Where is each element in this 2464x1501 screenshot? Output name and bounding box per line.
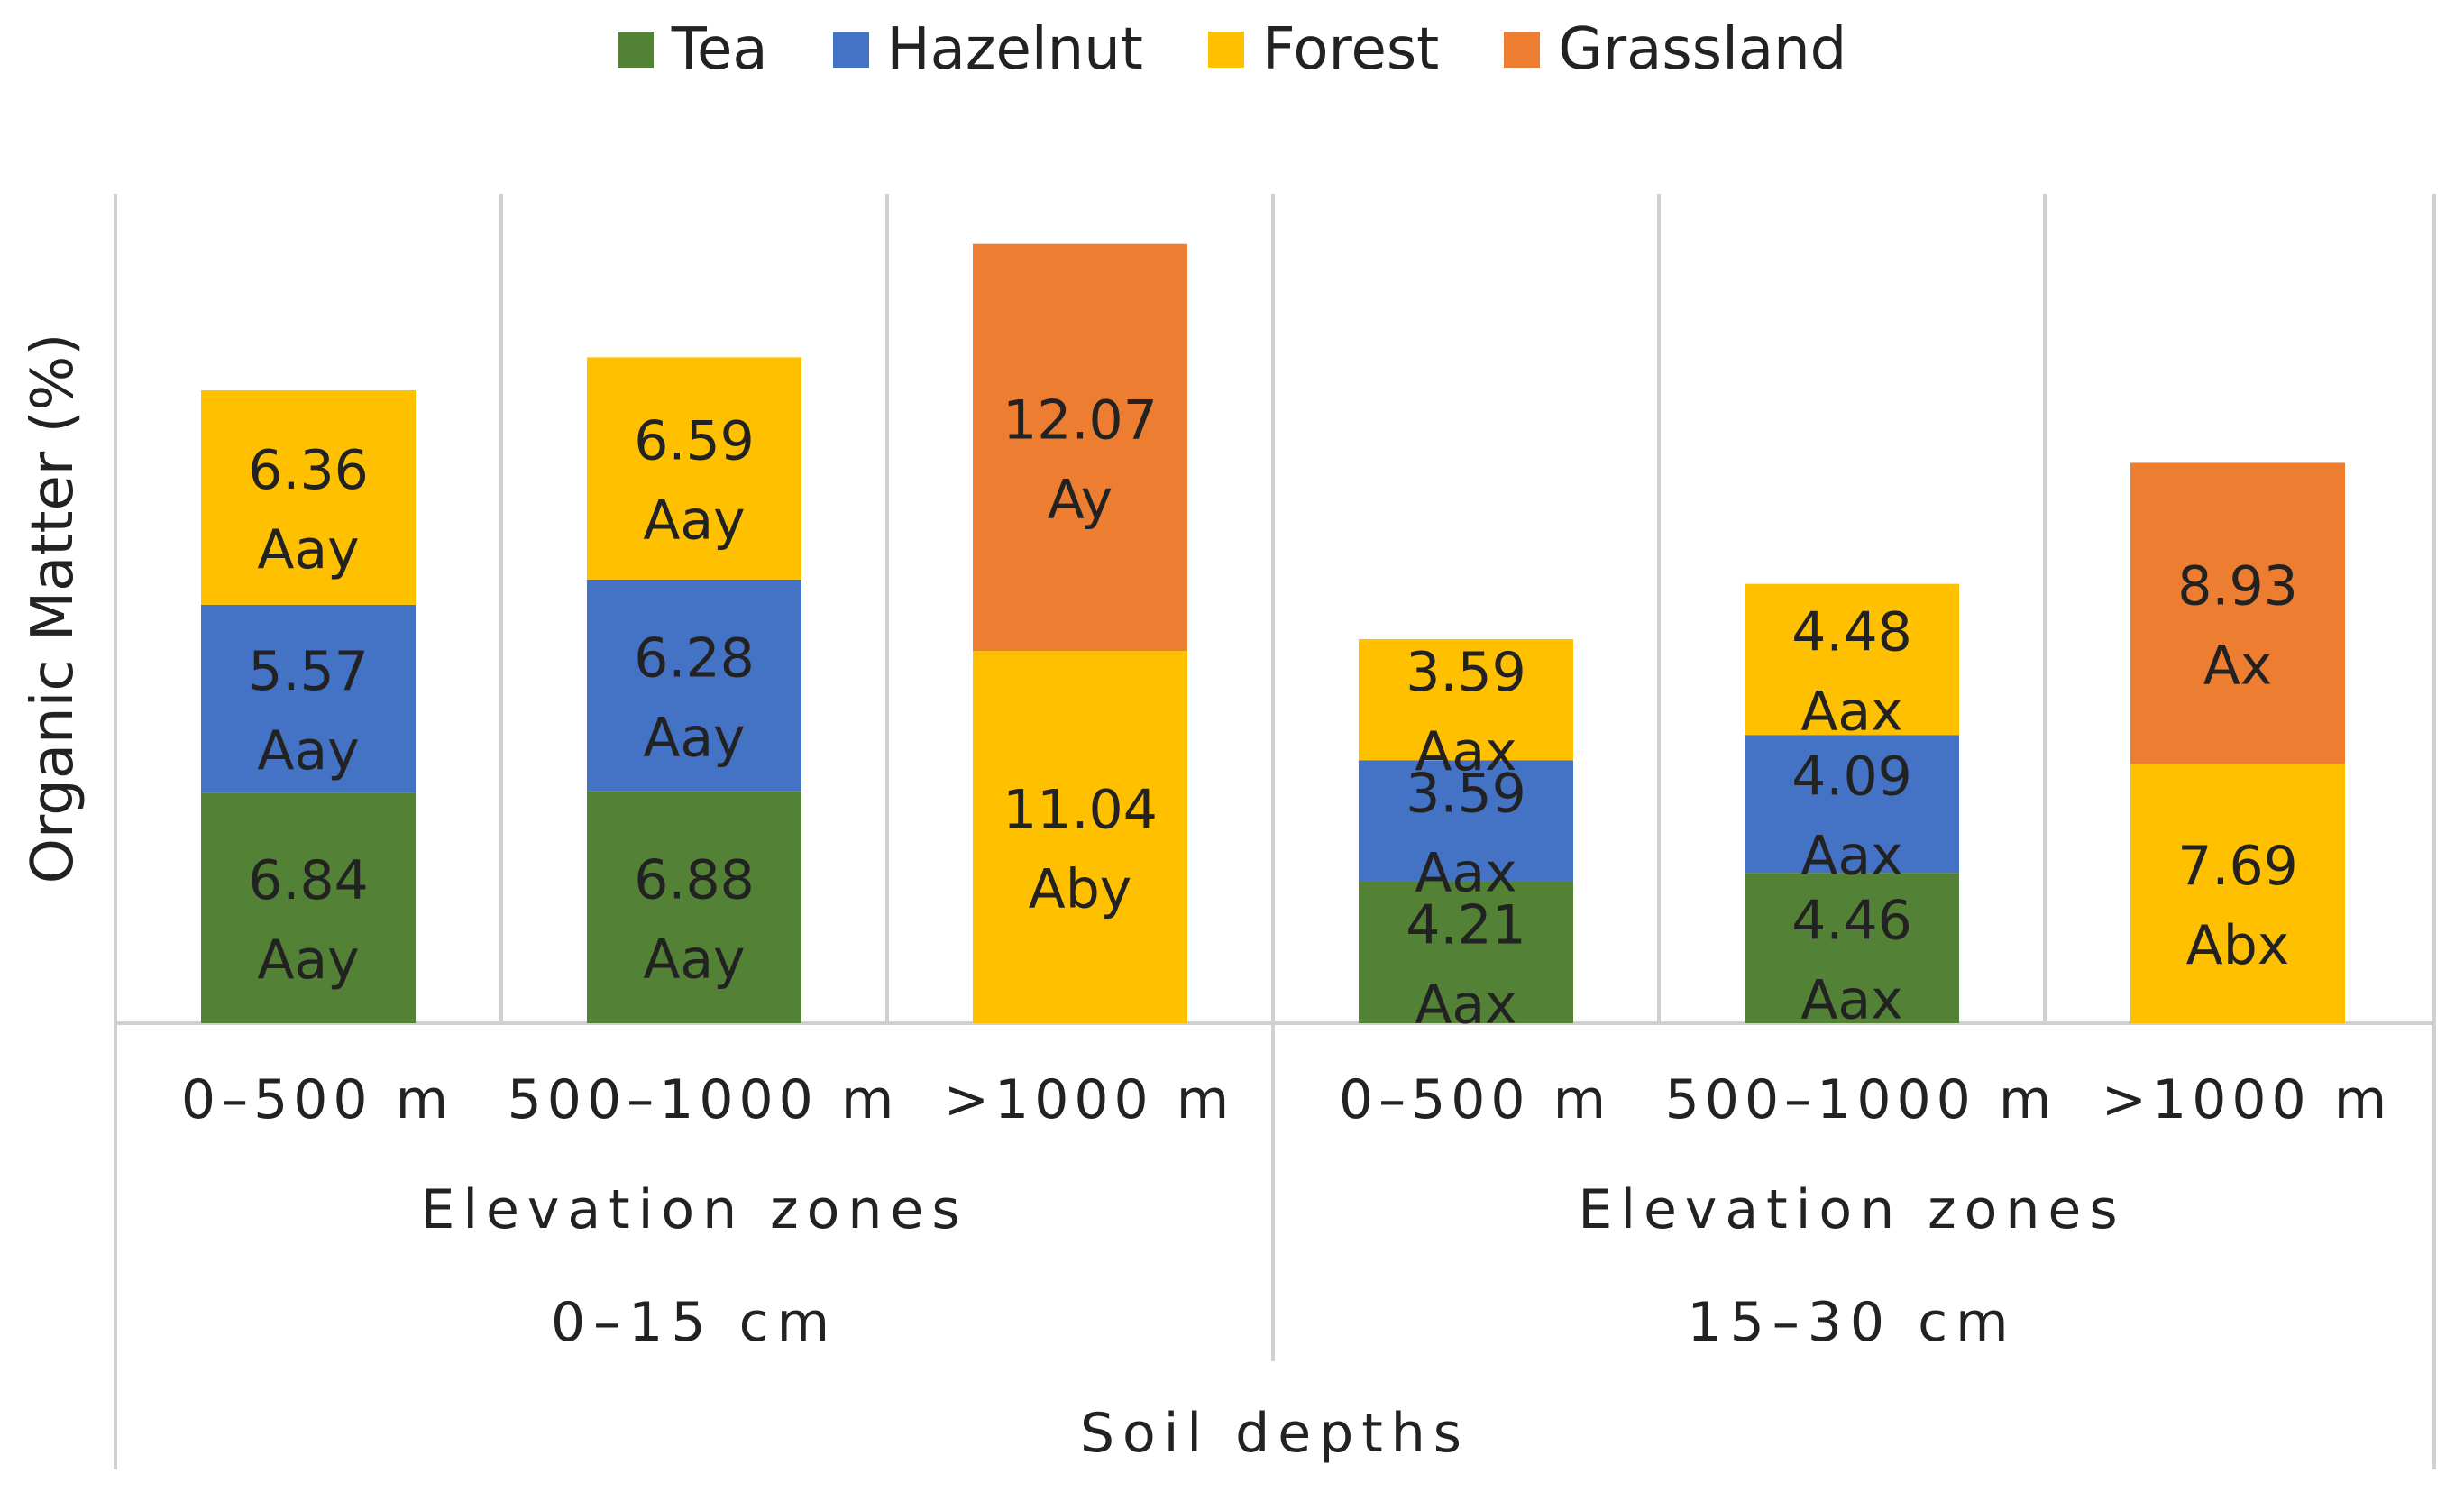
bar-tea <box>587 791 801 1023</box>
legend-item-tea: Tea <box>617 16 768 83</box>
legend-swatch-grassland <box>1504 32 1541 68</box>
data-label-value: 8.93 <box>2177 554 2298 618</box>
bar-hazelnut <box>1359 760 1573 882</box>
legend: Tea Hazelnut Forest Grassland <box>0 16 2464 83</box>
zone-label: Elevation zones <box>1578 1178 2125 1241</box>
bar-forest <box>201 390 416 605</box>
x-tick-label: >1000 m <box>944 1068 1235 1131</box>
data-label-value: 11.04 <box>1003 779 1158 842</box>
legend-swatch-tea <box>617 32 654 68</box>
data-label-value: 7.69 <box>2177 835 2298 898</box>
y-axis-label: Organic Matter (%) <box>20 334 87 884</box>
x-tick-label: 500–1000 m <box>508 1068 900 1131</box>
x-tick-label: >1000 m <box>2102 1068 2393 1131</box>
data-label-letters: Aax <box>1800 680 1902 743</box>
legend-item-grassland: Grassland <box>1504 16 1846 83</box>
depth-label: 0–15 cm <box>551 1291 838 1354</box>
bar-hazelnut <box>201 604 416 793</box>
legend-label-tea: Tea <box>671 16 768 83</box>
data-label-letters: Aax <box>1415 841 1516 904</box>
bar-tea <box>1745 873 1959 1023</box>
data-label-letters: Ay <box>1048 468 1113 531</box>
data-label-letters: Aay <box>643 706 745 769</box>
data-label-value: 5.57 <box>248 640 369 703</box>
bar-forest <box>973 651 1187 1023</box>
data-label-value: 6.84 <box>248 849 369 912</box>
bar-tea <box>1359 881 1573 1023</box>
data-label-letters: Aay <box>257 719 359 783</box>
data-label-letters: Aay <box>257 929 359 992</box>
bar-forest <box>587 357 801 580</box>
data-label-value: 6.88 <box>634 848 755 911</box>
data-label-value: 3.59 <box>1406 641 1526 704</box>
bar-hazelnut <box>587 579 801 792</box>
legend-item-hazelnut: Hazelnut <box>832 16 1143 83</box>
data-label-value: 4.21 <box>1406 893 1526 956</box>
zone-label: Elevation zones <box>420 1178 967 1241</box>
data-label-letters: Aax <box>1415 720 1516 783</box>
x-tick-label: 0–500 m <box>181 1068 453 1131</box>
data-label-value: 12.07 <box>1003 389 1158 452</box>
data-label-value: 4.46 <box>1791 890 1912 953</box>
x-tick-label: 500–1000 m <box>1665 1068 2057 1131</box>
data-label-letters: Aay <box>643 490 745 553</box>
data-label-value: 3.59 <box>1406 762 1526 825</box>
data-label-letters: Aax <box>1800 969 1902 1032</box>
data-label-value: 6.28 <box>634 627 755 690</box>
bar-hazelnut <box>1745 735 1959 874</box>
data-label-value: 4.48 <box>1791 600 1912 664</box>
legend-item-forest: Forest <box>1207 16 1440 83</box>
data-label-letters: Aay <box>643 928 745 991</box>
data-label-letters: Abx <box>2186 914 2290 977</box>
depth-label: 15–30 cm <box>1687 1291 2016 1354</box>
data-label-letters: Aby <box>1029 858 1132 921</box>
data-label-value: 6.59 <box>634 410 755 473</box>
data-label-letters: Ax <box>2203 634 2273 697</box>
legend-swatch-forest <box>1207 32 1244 68</box>
bar-grassland <box>2130 462 2345 764</box>
bar-grassland <box>973 243 1187 652</box>
data-label-value: 4.09 <box>1791 746 1912 809</box>
bar-forest <box>1359 639 1573 761</box>
data-label-letters: Aax <box>1800 825 1902 888</box>
legend-label-hazelnut: Hazelnut <box>886 16 1143 83</box>
data-label-letters: Aax <box>1415 973 1516 1036</box>
outer-axis-label: Soil depths <box>1080 1402 1470 1465</box>
bar-tea <box>201 792 416 1023</box>
legend-label-grassland: Grassland <box>1558 16 1847 83</box>
bar-forest <box>2130 764 2345 1023</box>
data-label-value: 6.36 <box>248 439 369 502</box>
x-tick-label: 0–500 m <box>1339 1068 1611 1131</box>
legend-swatch-hazelnut <box>832 32 869 68</box>
data-label-letters: Aay <box>257 518 359 581</box>
legend-label-forest: Forest <box>1261 16 1440 83</box>
bar-forest <box>1745 583 1959 736</box>
